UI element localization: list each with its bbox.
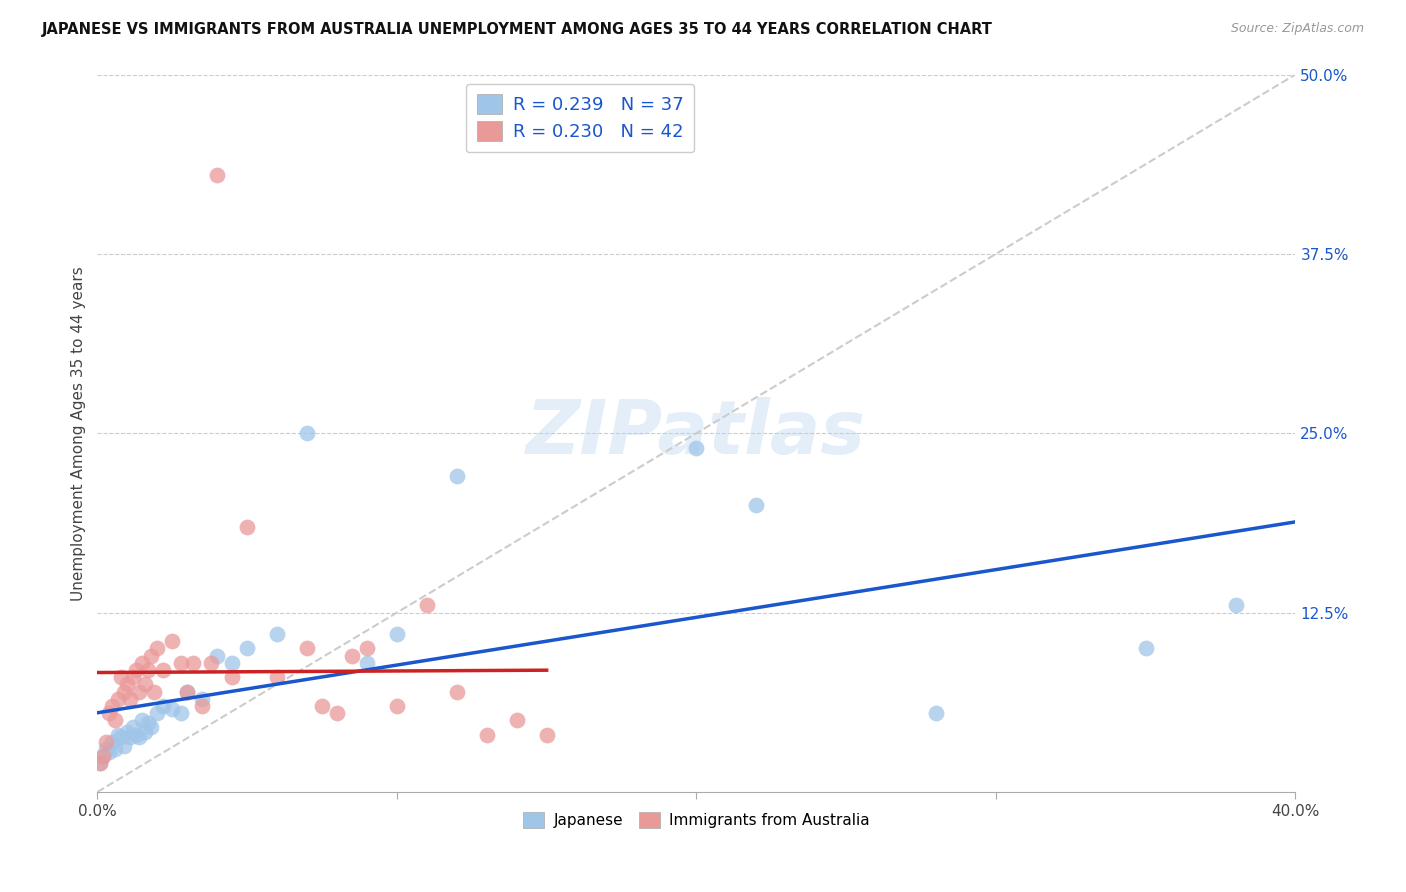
Point — [110, 731, 132, 745]
Point — [205, 648, 228, 663]
Point — [125, 728, 148, 742]
Point — [93, 749, 115, 764]
Point — [125, 663, 148, 677]
Point — [446, 469, 468, 483]
Text: ZIPatlas: ZIPatlas — [526, 397, 866, 470]
Point — [340, 648, 363, 663]
Point — [295, 641, 318, 656]
Point — [128, 684, 150, 698]
Point — [101, 698, 124, 713]
Text: JAPANESE VS IMMIGRANTS FROM AUSTRALIA UNEMPLOYMENT AMONG AGES 35 TO 44 YEARS COR: JAPANESE VS IMMIGRANTS FROM AUSTRALIA UN… — [42, 22, 993, 37]
Point — [745, 498, 768, 512]
Point — [107, 691, 129, 706]
Point — [385, 627, 408, 641]
Point — [170, 706, 193, 720]
Point — [152, 663, 174, 677]
Point — [96, 735, 118, 749]
Point — [143, 684, 166, 698]
Point — [1135, 641, 1157, 656]
Point — [128, 731, 150, 745]
Point — [134, 724, 156, 739]
Point — [112, 739, 135, 753]
Point — [104, 742, 127, 756]
Point — [221, 656, 243, 670]
Text: Source: ZipAtlas.com: Source: ZipAtlas.com — [1230, 22, 1364, 36]
Point — [136, 663, 159, 677]
Point — [89, 756, 111, 771]
Point — [326, 706, 349, 720]
Point — [110, 670, 132, 684]
Point — [356, 641, 378, 656]
Point — [266, 627, 288, 641]
Point — [117, 677, 139, 691]
Point — [236, 641, 259, 656]
Point — [221, 670, 243, 684]
Point — [385, 698, 408, 713]
Point — [152, 698, 174, 713]
Point — [98, 745, 121, 759]
Point — [356, 656, 378, 670]
Point — [146, 641, 169, 656]
Point — [120, 731, 142, 745]
Point — [191, 691, 214, 706]
Point — [176, 684, 198, 698]
Point — [104, 713, 127, 727]
Point — [200, 656, 222, 670]
Point — [122, 720, 145, 734]
Point — [1225, 599, 1247, 613]
Point — [685, 441, 707, 455]
Point — [122, 670, 145, 684]
Point — [236, 519, 259, 533]
Point — [134, 677, 156, 691]
Point — [205, 168, 228, 182]
Point — [446, 684, 468, 698]
Point — [170, 656, 193, 670]
Point — [160, 702, 183, 716]
Point — [89, 756, 111, 771]
Point — [925, 706, 948, 720]
Point — [505, 713, 527, 727]
Point — [536, 728, 558, 742]
Point — [141, 720, 163, 734]
Point — [181, 656, 204, 670]
Point — [146, 706, 169, 720]
Point — [266, 670, 288, 684]
Point — [98, 706, 121, 720]
Point — [101, 735, 124, 749]
Point — [93, 749, 115, 764]
Point — [295, 426, 318, 441]
Point — [112, 684, 135, 698]
Point — [416, 599, 439, 613]
Point — [191, 698, 214, 713]
Point — [311, 698, 333, 713]
Point — [176, 684, 198, 698]
Point — [120, 691, 142, 706]
Point — [475, 728, 498, 742]
Point — [160, 634, 183, 648]
Point — [96, 742, 118, 756]
Legend: Japanese, Immigrants from Australia: Japanese, Immigrants from Australia — [517, 806, 876, 835]
Point — [136, 716, 159, 731]
Point — [141, 648, 163, 663]
Point — [131, 656, 153, 670]
Point — [117, 724, 139, 739]
Y-axis label: Unemployment Among Ages 35 to 44 years: Unemployment Among Ages 35 to 44 years — [72, 266, 86, 600]
Point — [107, 728, 129, 742]
Point — [131, 713, 153, 727]
